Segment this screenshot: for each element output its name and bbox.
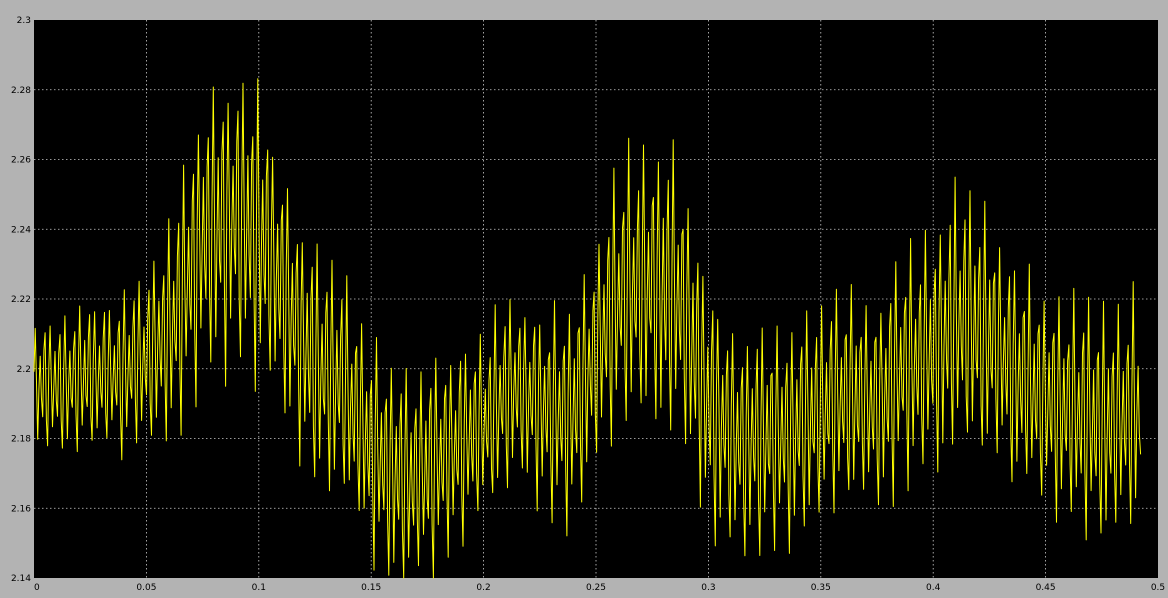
y-tick-label: 2.26	[11, 156, 31, 166]
x-tick-label: 0.1	[252, 583, 266, 593]
y-tick-label: 2.3	[17, 16, 31, 26]
signal-trace	[33, 78, 1142, 579]
x-tick-label: 0.45	[1036, 583, 1056, 593]
x-tick-label: 0	[34, 583, 40, 593]
y-axis: 2.14 2.16 2.18 2.2 2.22 2.24 2.26 2.28 2.3	[11, 16, 31, 584]
y-tick-label: 2.2	[17, 365, 31, 375]
y-tick-label: 2.18	[11, 435, 31, 445]
x-tick-label: 0.4	[926, 583, 941, 593]
series-line	[33, 78, 1142, 579]
x-tick-label: 0.05	[136, 583, 156, 593]
y-tick-label: 2.22	[11, 295, 31, 305]
y-tick-label: 2.16	[11, 504, 31, 514]
x-tick-label: 0.5	[1151, 583, 1165, 593]
x-tick-label: 0.35	[811, 583, 831, 593]
x-tick-label: 0.25	[586, 583, 606, 593]
x-tick-label: 0.2	[476, 583, 490, 593]
x-axis: 0 0.05 0.1 0.15 0.2 0.25 0.3 0.35 0.4 0.45 0.5	[34, 583, 1165, 593]
x-tick-label: 0.3	[701, 583, 715, 593]
x-tick-label: 0.15	[361, 583, 381, 593]
y-tick-label: 2.24	[11, 225, 31, 235]
y-tick-label: 2.14	[11, 574, 31, 584]
y-tick-label: 2.28	[11, 86, 31, 96]
